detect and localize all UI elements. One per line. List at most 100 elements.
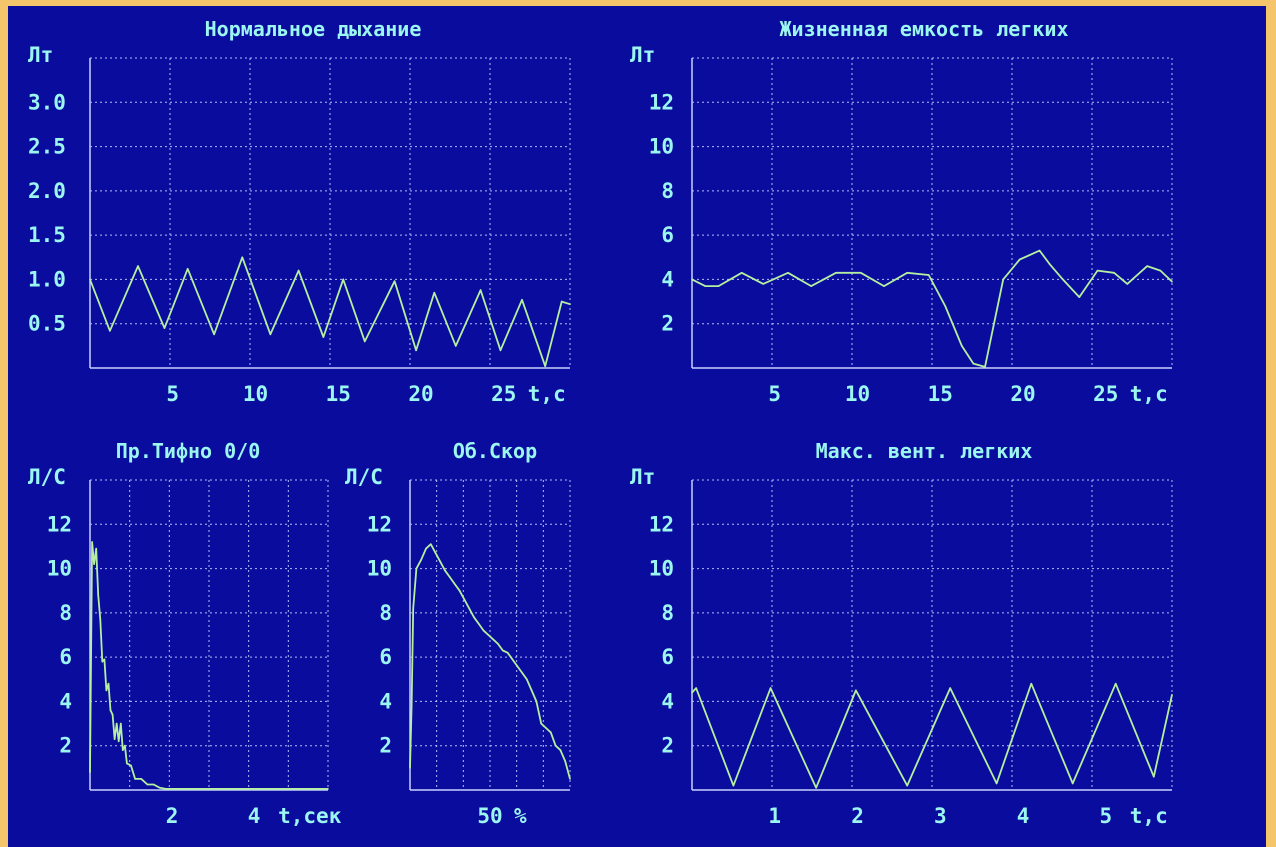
data-point	[111, 713, 114, 716]
data-point	[171, 788, 173, 790]
data-point	[434, 552, 437, 554]
data-point	[122, 749, 124, 751]
data-point	[497, 643, 499, 645]
y-tick-label: 8	[661, 179, 674, 203]
data-point	[473, 616, 475, 619]
data-point	[1038, 249, 1041, 252]
data-point	[99, 618, 102, 621]
data-point	[906, 784, 908, 787]
y-tick-label: 12	[47, 512, 72, 536]
chart-title: Об.Скор	[453, 439, 537, 463]
y-tick-label: 12	[367, 512, 392, 536]
data-point	[1071, 782, 1074, 785]
y-axis-label: Лт	[28, 43, 53, 67]
data-point	[944, 305, 947, 307]
x-axis-label: %	[514, 804, 527, 828]
x-axis-label: t,c	[1130, 382, 1168, 406]
data-point	[269, 333, 272, 336]
x-axis-label: t,c	[1130, 804, 1168, 828]
y-tick-label: 4	[661, 267, 674, 291]
data-point	[559, 749, 562, 751]
y-tick-label: 10	[649, 135, 674, 159]
data-point	[530, 689, 533, 692]
data-point	[113, 738, 116, 740]
data-point	[860, 271, 862, 274]
chart-title: Жизненная емкость легких	[780, 17, 1069, 41]
data-point	[1030, 682, 1033, 685]
data-point	[124, 744, 126, 747]
x-tick-label: 4	[248, 804, 261, 828]
y-tick-label: 6	[59, 645, 72, 669]
x-tick-label: 2	[851, 804, 864, 828]
data-point	[855, 689, 857, 692]
data-point	[101, 660, 104, 663]
data-point	[137, 265, 139, 267]
data-point	[564, 760, 566, 763]
data-point	[420, 558, 423, 561]
data-point	[1159, 269, 1162, 272]
data-point	[117, 740, 120, 743]
data-point	[1002, 278, 1004, 281]
data-point	[152, 783, 155, 786]
data-point	[478, 623, 480, 625]
data-point	[995, 782, 998, 785]
data-point	[140, 778, 143, 780]
data-point	[1114, 682, 1117, 685]
data-point	[109, 330, 111, 332]
data-point	[717, 285, 720, 287]
x-tick-label: 10	[845, 382, 870, 406]
x-tick-label: 5	[1099, 804, 1112, 828]
data-point	[146, 783, 149, 786]
data-point	[322, 336, 325, 338]
x-tick-label: 25	[1093, 382, 1118, 406]
data-point	[253, 788, 255, 790]
y-tick-label: 2	[661, 734, 674, 758]
data-point	[521, 299, 523, 301]
x-tick-label: 5	[166, 382, 179, 406]
data-point	[569, 303, 571, 306]
data-point	[458, 589, 461, 592]
data-point	[409, 767, 411, 769]
data-point	[984, 366, 986, 368]
x-tick-label: 4	[1017, 804, 1030, 828]
data-point	[115, 722, 118, 725]
data-point	[163, 327, 166, 329]
y-tick-label: 3.0	[28, 90, 66, 114]
data-point	[502, 649, 504, 652]
data-point	[468, 607, 471, 610]
data-point	[1018, 258, 1021, 261]
data-point	[412, 607, 415, 610]
y-tick-label: 2	[661, 312, 674, 336]
data-point	[927, 274, 930, 276]
data-point	[342, 278, 345, 281]
data-point	[454, 583, 456, 585]
data-point	[97, 594, 100, 596]
data-point	[560, 300, 563, 303]
data-point	[297, 269, 300, 272]
data-point	[213, 333, 215, 336]
y-tick-label: 2.5	[28, 135, 66, 159]
data-point	[158, 786, 161, 789]
y-axis-label: Лт	[630, 465, 655, 489]
series-line	[89, 256, 571, 368]
data-point	[1171, 693, 1173, 696]
data-point	[1078, 296, 1081, 298]
data-point	[241, 256, 244, 259]
data-point	[1146, 265, 1148, 267]
data-point	[212, 788, 214, 790]
series-line	[691, 682, 1173, 789]
data-point	[134, 778, 136, 780]
x-tick-label: 1	[768, 804, 781, 828]
y-tick-label: 12	[649, 512, 674, 536]
y-tick-label: 4	[379, 689, 392, 713]
data-point	[492, 638, 495, 641]
data-point	[506, 651, 509, 654]
data-point	[544, 365, 546, 368]
y-tick-label: 4	[661, 689, 674, 713]
y-tick-label: 10	[649, 557, 674, 581]
data-point	[165, 788, 167, 790]
data-point	[1048, 263, 1051, 265]
data-point	[109, 709, 112, 712]
data-point	[363, 340, 366, 343]
data-point	[444, 569, 447, 572]
